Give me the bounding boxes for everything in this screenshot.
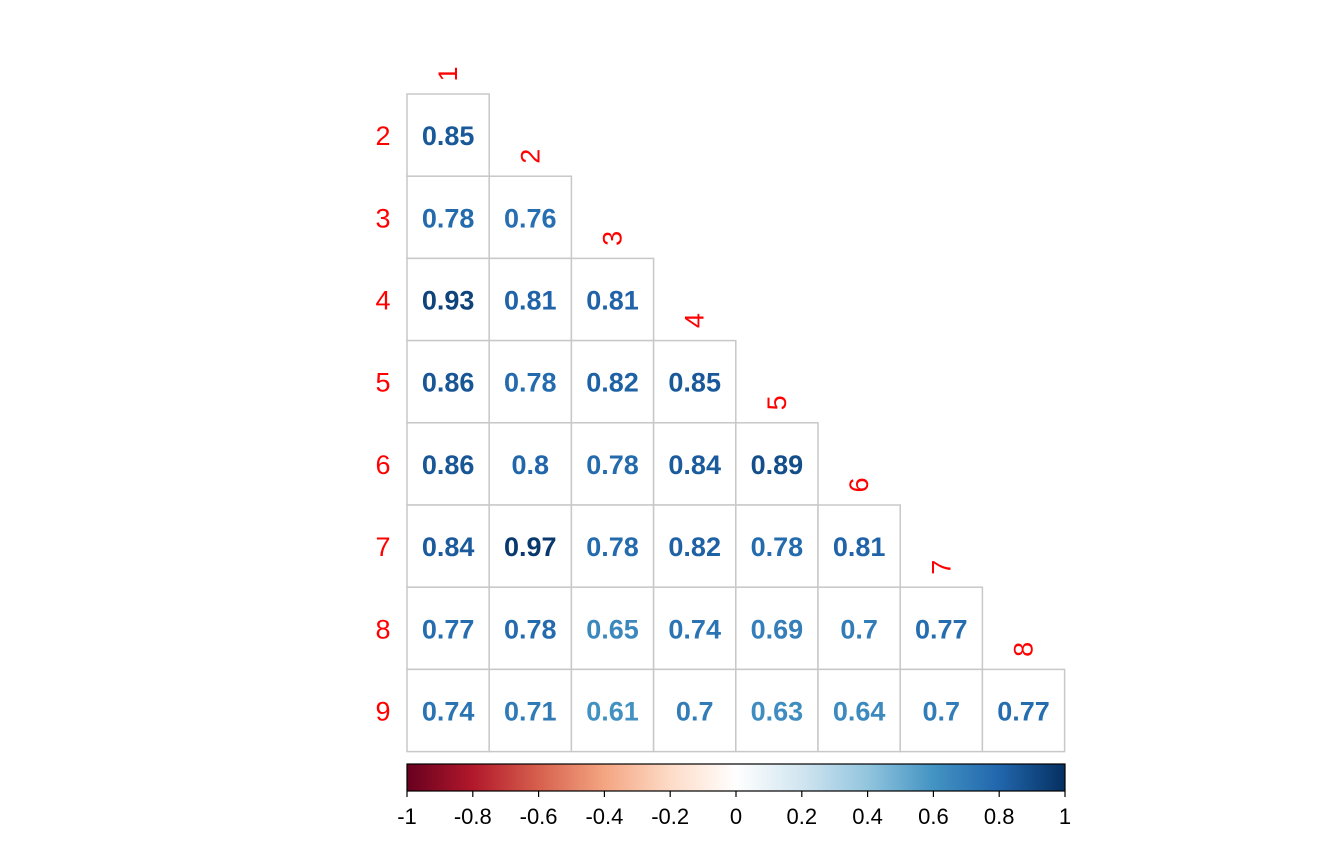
- legend-tick-label: -1: [397, 804, 417, 829]
- heatmap-cell: [488, 586, 573, 671]
- cell-value-label: 0.82: [668, 532, 721, 562]
- column-label: 7: [926, 560, 956, 575]
- legend-tick-label: 0: [730, 804, 742, 829]
- cell-value-label: 0.71: [504, 697, 557, 727]
- heatmap-cell: [817, 668, 901, 753]
- cell-value-label: 0.7: [923, 697, 961, 727]
- heatmap-cell: [652, 339, 737, 424]
- cell-value-label: 0.81: [833, 532, 886, 562]
- cell-value-label: 0.61: [586, 697, 639, 727]
- cell-value-label: 0.89: [751, 450, 804, 480]
- cell-value-label: 0.78: [586, 450, 639, 480]
- heatmap-cell: [981, 668, 1066, 753]
- cell-value-label: 0.81: [586, 286, 639, 316]
- cell-value-label: 0.82: [586, 368, 639, 398]
- heatmap-cell: [899, 668, 984, 753]
- heatmap-cell: [817, 586, 901, 671]
- cell-value-label: 0.78: [586, 532, 639, 562]
- heatmap-cell: [570, 504, 655, 588]
- cell-value-label: 0.69: [751, 614, 804, 644]
- column-label: 3: [598, 231, 628, 246]
- row-label: 2: [375, 121, 390, 151]
- cell-value-label: 0.7: [840, 614, 878, 644]
- cell-value-label: 0.78: [751, 532, 804, 562]
- heatmap-cell: [570, 668, 655, 753]
- cell-value-label: 0.77: [915, 614, 968, 644]
- heatmap-cell: [406, 668, 490, 753]
- cell-value-label: 0.85: [422, 121, 475, 151]
- color-legend-bar: [406, 763, 1066, 792]
- row-label: 8: [375, 614, 390, 644]
- heatmap-cells: 0.850.78 0.760.93 0.81 0.810.86 0.78 0.82 0.85…: [406, 93, 1066, 753]
- column-label: 5: [762, 395, 792, 410]
- row-label: 3: [375, 203, 390, 233]
- row-label: 5: [375, 368, 390, 398]
- heatmap-cell: [817, 504, 901, 588]
- color-legend: -1 -0.8 -0.6 -0.4 -0.2 0 0.2 0.4 0.6 0.8 1: [397, 763, 1071, 829]
- cell-value-label: 0.76: [504, 203, 557, 233]
- column-labels: 1 2 3 4 5 6 7 8: [433, 66, 1038, 656]
- heatmap-cell: [488, 175, 573, 260]
- legend-tick-label: -0.4: [585, 804, 623, 829]
- column-label: 6: [844, 477, 874, 492]
- cell-value-label: 0.86: [422, 368, 475, 398]
- legend-tick-label: 1: [1059, 804, 1071, 829]
- column-label: 4: [680, 313, 710, 328]
- legend-tick-label: 0.8: [984, 804, 1015, 829]
- cell-value-label: 0.65: [586, 614, 639, 644]
- cell-value-label: 0.7: [676, 697, 714, 727]
- row-label: 9: [375, 697, 390, 727]
- column-label: 8: [1009, 642, 1039, 657]
- heatmap-cell: [488, 422, 573, 506]
- cell-value-label: 0.74: [668, 614, 721, 644]
- cell-value-label: 0.77: [997, 697, 1050, 727]
- legend-tick-label: -0.2: [651, 804, 689, 829]
- cell-value-label: 0.78: [504, 614, 557, 644]
- row-label: 7: [375, 532, 390, 562]
- cell-value-label: 0.8: [512, 450, 550, 480]
- column-label: 2: [515, 149, 545, 164]
- cell-value-label: 0.85: [668, 368, 721, 398]
- cell-value-label: 0.84: [668, 450, 721, 480]
- heatmap-cell: [406, 586, 490, 671]
- column-label: 1: [433, 66, 463, 81]
- legend-tick-label: 0.6: [918, 804, 949, 829]
- heatmap-cell: [652, 422, 737, 506]
- row-labels: 2 3 4 5 6 7 8 9: [375, 121, 390, 726]
- heatmap-cell: [652, 504, 737, 588]
- heatmap-cell: [406, 93, 490, 177]
- heatmap-cell: [488, 339, 573, 424]
- heatmap-cell: [406, 175, 490, 260]
- cell-value-label: 0.77: [422, 614, 475, 644]
- heatmap-cell: [488, 504, 573, 588]
- row-label: 6: [375, 450, 390, 480]
- heatmap-cell: [652, 586, 737, 671]
- cell-value-label: 0.86: [422, 450, 475, 480]
- heatmap-cell: [899, 586, 984, 671]
- cell-value-label: 0.64: [833, 697, 886, 727]
- heatmap-cell: [570, 257, 655, 342]
- cell-value-label: 0.81: [504, 286, 557, 316]
- row-label: 4: [375, 286, 390, 316]
- cell-value-label: 0.63: [751, 697, 804, 727]
- cell-value-label: 0.93: [422, 286, 475, 316]
- legend-tick-label: -0.8: [454, 804, 492, 829]
- cell-value-label: 0.78: [422, 203, 475, 233]
- legend-tick-label: 0.2: [787, 804, 818, 829]
- legend-tick-label: 0.4: [852, 804, 883, 829]
- cell-value-label: 0.84: [422, 532, 475, 562]
- legend-tick-label: -0.6: [520, 804, 558, 829]
- cell-value-label: 0.74: [422, 697, 475, 727]
- cell-value-label: 0.97: [504, 532, 557, 562]
- cell-value-label: 0.78: [504, 368, 557, 398]
- heatmap-cell: [406, 504, 490, 588]
- heatmap-cell: [735, 504, 819, 588]
